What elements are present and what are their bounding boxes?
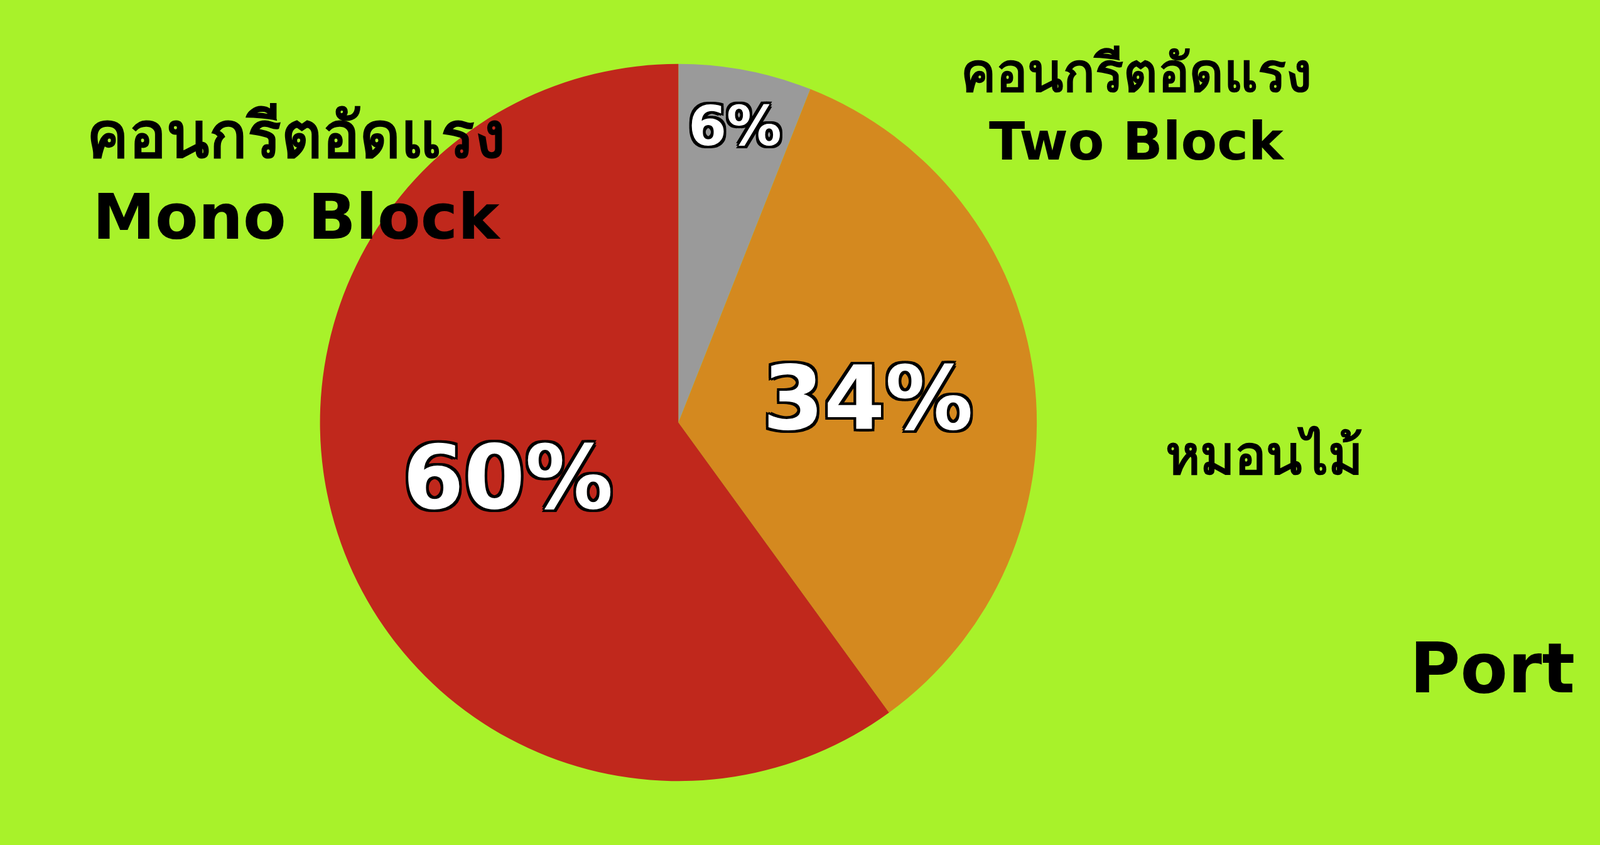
svg-text:หมอนไม้: หมอนไม้ (1165, 424, 1363, 487)
svg-text:34%: 34% (762, 347, 974, 450)
svg-text:6%: 6% (688, 94, 782, 159)
svg-text:คอนกรีตอัดแรงMono Block: คอนกรีตอัดแรงMono Block (86, 98, 506, 254)
svg-text:Port: Port (1409, 627, 1575, 709)
svg-text:คอนกรีตอัดแรงTwo Block: คอนกรีตอัดแรงTwo Block (960, 42, 1312, 173)
svg-text:60%: 60% (402, 426, 613, 529)
